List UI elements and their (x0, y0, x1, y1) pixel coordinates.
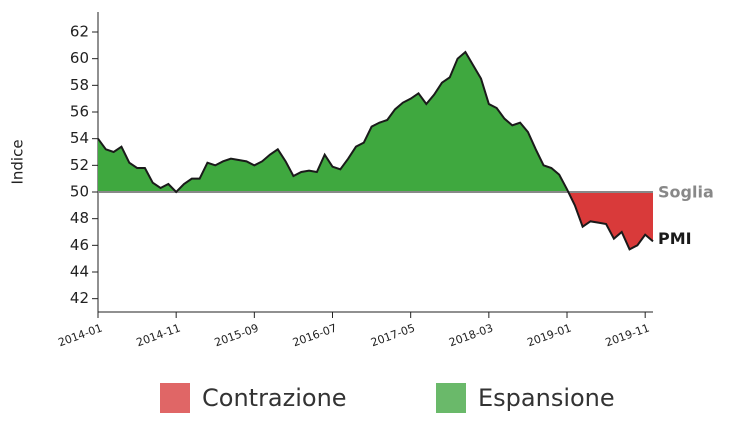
x-tick-label: 2019-01 (525, 321, 573, 349)
x-tick-label: 2015-09 (213, 321, 261, 349)
legend-swatch (436, 383, 466, 413)
line (97, 50, 654, 251)
x-tick-label: 2018-03 (447, 321, 495, 349)
area-above (98, 52, 653, 192)
y-tick-label: 60 (70, 49, 89, 67)
y-tick-label: 58 (70, 76, 89, 94)
legend-swatch (160, 383, 190, 413)
x-tick-label: 2017-05 (369, 321, 417, 349)
x-tick-label: 2014-01 (56, 321, 104, 349)
threshold-label: Soglia (658, 183, 714, 202)
y-tick-label: 62 (70, 23, 89, 41)
y-tick-label: 44 (70, 263, 89, 281)
y-axis-label: Indice (9, 139, 27, 184)
y-tick-label: 52 (70, 156, 89, 174)
y-tick-label: 46 (70, 236, 89, 254)
x-tick-label: 2016-07 (291, 321, 339, 349)
series-label: PMI (658, 229, 692, 248)
x-tick-label: 2014-11 (135, 321, 183, 349)
y-tick-label: 42 (70, 289, 89, 307)
y-tick-label: 50 (70, 183, 89, 201)
area-below (98, 192, 653, 250)
y-tick-label: 56 (70, 103, 89, 121)
y-tick-label: 54 (70, 129, 89, 147)
legend-label: Espansione (478, 384, 615, 412)
legend-label: Contrazione (202, 384, 347, 412)
x-tick-label: 2019-11 (604, 321, 652, 349)
y-tick-label: 48 (70, 209, 89, 227)
